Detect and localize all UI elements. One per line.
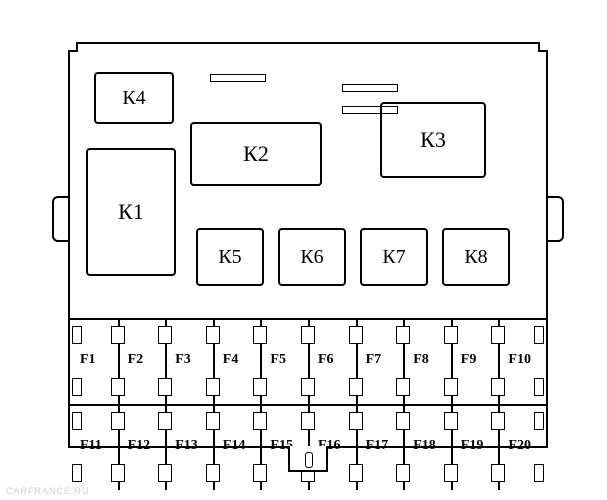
fuse-connector	[491, 412, 505, 430]
fuse-label-F13: F13	[175, 438, 198, 454]
fuse-connector	[253, 464, 267, 482]
mount-tab-left	[52, 196, 68, 242]
mount-tab-right	[548, 196, 564, 242]
fuse-label-F3: F3	[175, 352, 191, 368]
fuse-connector	[301, 412, 315, 430]
fuse-label-F10: F10	[508, 352, 531, 368]
fuse-connector	[253, 378, 267, 396]
fuse-connector	[111, 412, 125, 430]
fuse-connector	[72, 464, 82, 482]
fuse-label-F11: F11	[80, 438, 102, 454]
fuse-label-F6: F6	[318, 352, 334, 368]
relay-K7: К7	[360, 228, 428, 286]
fuse-connector	[206, 412, 220, 430]
fuse-connector	[253, 326, 267, 344]
fuse-connector	[491, 378, 505, 396]
fuse-label-F18: F18	[413, 438, 436, 454]
fuse-connector	[396, 378, 410, 396]
fuse-connector	[396, 464, 410, 482]
frame-notch-right	[538, 42, 548, 52]
fuse-connector	[534, 378, 544, 396]
fuse-connector	[301, 326, 315, 344]
mount-tab-bottom	[288, 446, 328, 472]
fuse-connector	[253, 412, 267, 430]
fuse-connector	[158, 326, 172, 344]
slot-1	[210, 74, 266, 82]
fuse-connector	[349, 412, 363, 430]
fuse-connector	[349, 464, 363, 482]
fuse-connector	[158, 464, 172, 482]
fusebox-frame: К4К2К3К1К5К6К7К8 F1F2F3F4F5F6F7F8F9F10F1…	[68, 42, 548, 448]
fuse-connector	[158, 412, 172, 430]
fuse-label-F12: F12	[128, 438, 151, 454]
relay-K4: К4	[94, 72, 174, 124]
relay-K2: К2	[190, 122, 322, 186]
fuse-connector	[72, 412, 82, 430]
relay-K1: К1	[86, 148, 176, 276]
fuse-connector	[349, 378, 363, 396]
fuse-label-F7: F7	[366, 352, 382, 368]
fuse-label-F5: F5	[270, 352, 286, 368]
fuse-label-F8: F8	[413, 352, 429, 368]
fuse-connector	[396, 326, 410, 344]
fuse-connector	[491, 326, 505, 344]
fuse-label-F1: F1	[80, 352, 96, 368]
fuse-label-F2: F2	[128, 352, 144, 368]
watermark: CARFRANCE.RU	[6, 486, 90, 496]
relay-K8: К8	[442, 228, 510, 286]
fuse-connector	[396, 412, 410, 430]
fuse-connector	[444, 378, 458, 396]
fuse-connector	[444, 464, 458, 482]
frame-notch-left	[68, 42, 78, 52]
fuse-label-F14: F14	[223, 438, 246, 454]
fuse-label-F20: F20	[508, 438, 531, 454]
fuse-connector	[72, 378, 82, 396]
fuse-connector	[534, 464, 544, 482]
fuse-connector	[206, 326, 220, 344]
fuse-connector	[206, 464, 220, 482]
fuse-connector	[111, 378, 125, 396]
fuse-connector	[158, 378, 172, 396]
fuse-connector	[349, 326, 363, 344]
slot-2	[342, 84, 398, 92]
fuse-label-F19: F19	[461, 438, 484, 454]
fuse-label-F4: F4	[223, 352, 239, 368]
fuse-connector	[111, 464, 125, 482]
fuse-connector	[491, 464, 505, 482]
relay-K6: К6	[278, 228, 346, 286]
fuse-connector	[72, 326, 82, 344]
slot-3	[342, 106, 398, 114]
fuse-connector	[444, 412, 458, 430]
relay-K5: К5	[196, 228, 264, 286]
fuse-connector	[111, 326, 125, 344]
fuse-label-F9: F9	[461, 352, 477, 368]
fuse-connector	[206, 378, 220, 396]
fuse-connector	[444, 326, 458, 344]
fuse-connector	[534, 326, 544, 344]
fuse-label-F17: F17	[366, 438, 389, 454]
fuse-connector	[534, 412, 544, 430]
fuse-connector	[301, 378, 315, 396]
